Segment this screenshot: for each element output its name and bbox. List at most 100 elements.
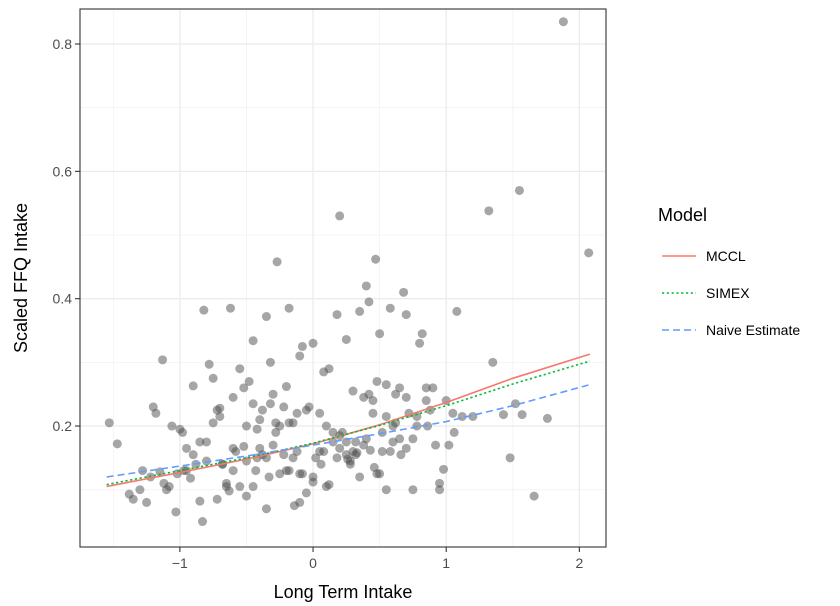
data-point [112, 439, 122, 449]
data-point [335, 211, 345, 221]
legend-label: Naive Estimate [706, 322, 800, 338]
data-point [351, 450, 361, 460]
data-point [399, 287, 409, 297]
data-point [212, 405, 222, 415]
data-point [268, 440, 278, 450]
data-point [264, 472, 274, 482]
data-point [444, 440, 454, 450]
data-point [468, 411, 478, 421]
data-point [381, 380, 391, 390]
data-point [517, 410, 527, 420]
plot-panel-background [80, 9, 606, 547]
data-point [297, 469, 307, 479]
y-tick-label: 0.8 [53, 36, 73, 52]
y-axis-ticks: 0.2 0.4 0.6 0.8 [53, 36, 80, 434]
data-point [542, 413, 552, 423]
data-point [252, 424, 262, 434]
data-point [319, 446, 329, 456]
line-simex [106, 360, 591, 486]
data-point [182, 443, 192, 453]
data-point [188, 450, 198, 460]
data-point [248, 336, 258, 346]
data-point [401, 392, 411, 402]
data-point [279, 450, 289, 460]
data-point [301, 488, 311, 498]
data-point [297, 341, 307, 351]
data-point [288, 453, 298, 463]
data-point [335, 443, 345, 453]
data-point [142, 497, 152, 507]
data-point [244, 376, 254, 386]
data-point [421, 396, 431, 406]
legend-label: SIMEX [706, 285, 750, 301]
data-point [235, 482, 245, 492]
data-point [449, 427, 459, 437]
data-point [375, 329, 385, 339]
data-point [225, 303, 235, 313]
data-point [195, 437, 205, 447]
data-point [396, 450, 406, 460]
data-point [341, 334, 351, 344]
data-point [439, 464, 449, 474]
data-point [284, 303, 294, 313]
data-point [241, 421, 251, 431]
data-point [212, 494, 222, 504]
data-point [377, 427, 387, 437]
data-point [324, 364, 334, 374]
data-point [257, 405, 267, 415]
data-point [275, 469, 285, 479]
data-point [186, 473, 196, 483]
data-point [377, 446, 387, 456]
data-point [164, 482, 174, 492]
data-point [202, 437, 212, 447]
data-point [255, 415, 265, 425]
data-point [401, 310, 411, 320]
data-point [408, 434, 418, 444]
data-point [498, 410, 508, 420]
data-point [359, 440, 369, 450]
data-point [355, 306, 365, 316]
legend-entry-mccl: MCCL [662, 248, 746, 264]
data-point [364, 389, 374, 399]
data-point [365, 445, 375, 455]
data-point [228, 443, 238, 453]
data-point [348, 386, 358, 396]
data-point [198, 517, 208, 527]
data-point [171, 507, 181, 517]
data-point [381, 485, 391, 495]
data-point [128, 494, 138, 504]
data-point [395, 434, 405, 444]
data-point [341, 450, 351, 460]
data-point [235, 364, 245, 374]
data-point [138, 466, 148, 476]
data-point [328, 427, 338, 437]
data-point [265, 399, 275, 409]
data-point [239, 441, 249, 451]
data-point [308, 338, 318, 348]
data-point [281, 382, 291, 392]
data-point [488, 357, 498, 367]
data-point [261, 504, 271, 514]
data-point [484, 206, 494, 216]
x-tick-label: 2 [575, 555, 583, 571]
data-point [421, 383, 431, 393]
x-tick-label: 1 [442, 555, 450, 571]
data-point [241, 491, 251, 501]
y-tick-label: 0.4 [53, 291, 73, 307]
data-point [417, 329, 427, 339]
data-point [221, 482, 231, 492]
data-point [279, 402, 289, 412]
data-point [208, 418, 218, 428]
data-point [316, 459, 326, 469]
x-tick-label: 0 [309, 555, 317, 571]
data-point [268, 389, 278, 399]
x-axis-title: Long Term Intake [274, 582, 413, 602]
fit-lines [106, 353, 591, 488]
data-point [304, 402, 314, 412]
data-point [202, 456, 212, 466]
legend-entry-naive-estimate: Naive Estimate [662, 322, 800, 338]
data-point [385, 446, 395, 456]
data-point [529, 491, 539, 501]
data-point [355, 472, 365, 482]
